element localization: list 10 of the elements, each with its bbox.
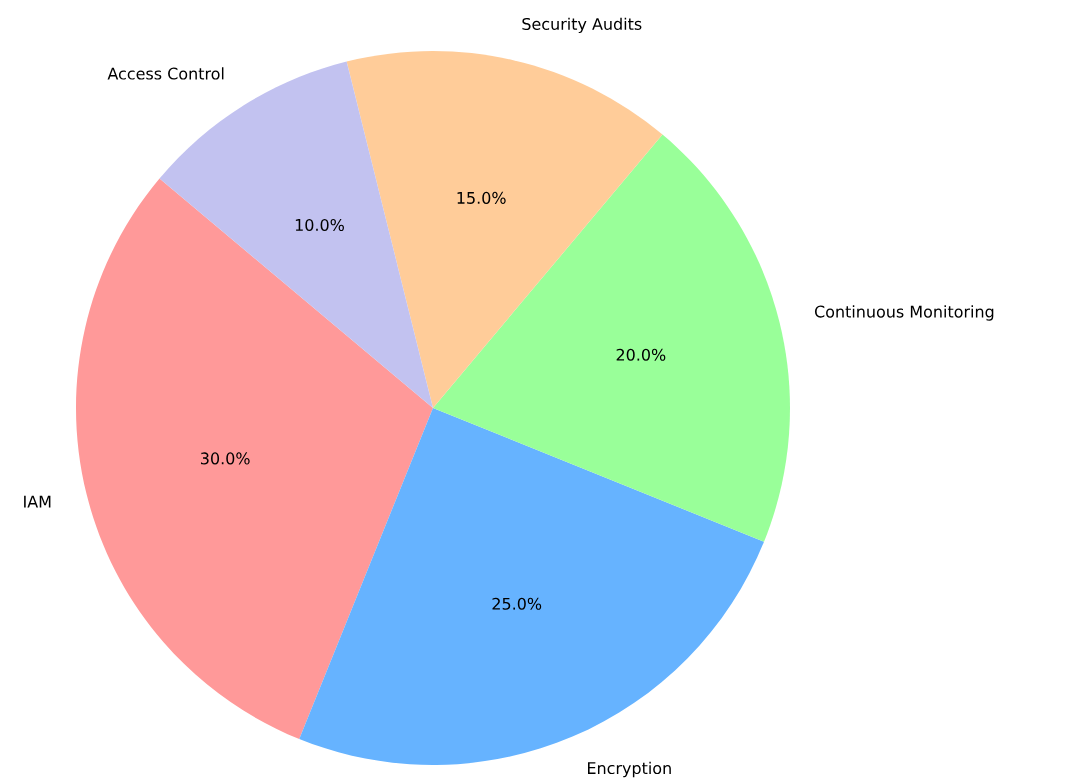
data-label: 25.0% [492, 597, 542, 610]
slice-label: Security Audits [522, 17, 642, 34]
data-label: 10.0% [295, 218, 344, 231]
data-label: 30.0% [201, 452, 250, 465]
slice-label: Access Control [107, 67, 224, 80]
slice-label: Continuous Monitoring [814, 305, 994, 321]
slice-label: Encryption [588, 761, 671, 778]
data-label: 20.0% [616, 348, 666, 361]
slice-label: IAM [24, 495, 51, 508]
data-label: 15.0% [457, 191, 506, 204]
